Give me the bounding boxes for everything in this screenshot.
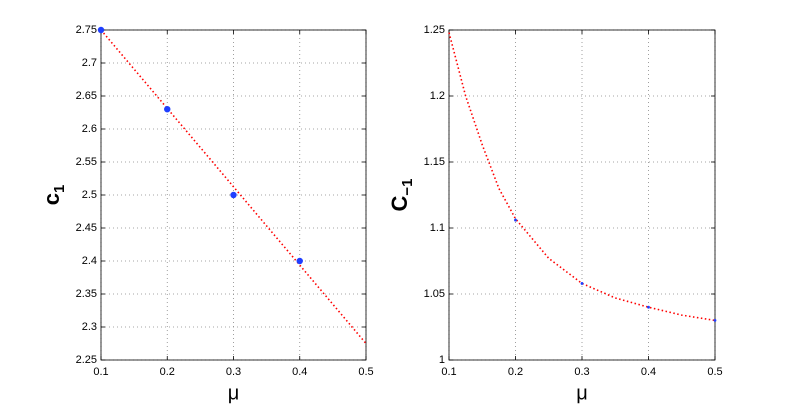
y-tick-label: 2.55: [76, 156, 97, 168]
x-tick-label: 0.2: [160, 366, 175, 378]
y-tick-label: 2.4: [82, 255, 97, 267]
y-tick-label: 1.1: [430, 222, 445, 234]
y-tick-label: 1.15: [424, 156, 445, 168]
y-axis-label-subscript: 1: [51, 185, 68, 193]
y-axis-label-main: c: [39, 193, 64, 205]
y-tick-label: 2.65: [76, 90, 97, 102]
plot-frame: [448, 29, 716, 361]
plot-frame: [100, 29, 367, 361]
data-point: [230, 191, 237, 199]
data-point: [164, 106, 171, 113]
data-point: [97, 26, 105, 34]
data-line: [448, 32, 716, 322]
y-tick-label: 1: [439, 354, 445, 366]
y-tick-label: 2.6: [82, 123, 97, 135]
y-tick-label: 2.3: [82, 321, 97, 333]
x-tick-label: 0.3: [574, 366, 589, 378]
y-tick-label: 1.2: [430, 90, 445, 102]
y-tick-label: 1.25: [424, 24, 445, 36]
data-line: [100, 29, 367, 345]
data-point: [296, 257, 303, 265]
subplot: 0.1 0.2 0.3 0.4 0.5 1 1.05 1.1 1.15 1.2 1.25 μ C−1: [387, 24, 723, 404]
y-tick-label: 2.7: [82, 57, 97, 69]
x-tick-label: 0.4: [641, 366, 656, 378]
y-tick-label: 2.35: [76, 288, 97, 300]
x-tick-label: 0.5: [358, 366, 373, 378]
y-tick-label: 1.05: [424, 288, 445, 300]
y-tick-label: 2.25: [76, 354, 97, 366]
data-point: [580, 282, 584, 285]
y-axis-label: c1: [39, 185, 68, 206]
x-tick-label: 0.4: [292, 366, 307, 378]
data-point: [713, 319, 717, 322]
y-axis-label-subscript: −1: [399, 179, 416, 196]
x-tick-label: 0.3: [226, 366, 241, 378]
data-point: [514, 218, 517, 222]
y-axis-label: C−1: [387, 179, 416, 212]
y-axis-label-main: C: [387, 196, 412, 212]
x-tick-label: 0.1: [441, 366, 456, 378]
x-tick-label: 0.5: [707, 366, 722, 378]
y-tick-label: 2.45: [76, 222, 97, 234]
y-tick-label: 2.5: [82, 189, 97, 201]
x-tick-label: 0.1: [93, 366, 108, 378]
subplot: 0.1 0.2 0.3 0.4 0.5 2.25 2.3 2.35 2.4 2.45 2.5 2.55…: [39, 24, 374, 404]
x-axis-label: μ: [576, 382, 588, 404]
data-point: [647, 305, 650, 309]
x-tick-label: 0.2: [508, 366, 523, 378]
x-axis-label: μ: [228, 382, 240, 404]
y-tick-label: 2.75: [76, 24, 97, 36]
